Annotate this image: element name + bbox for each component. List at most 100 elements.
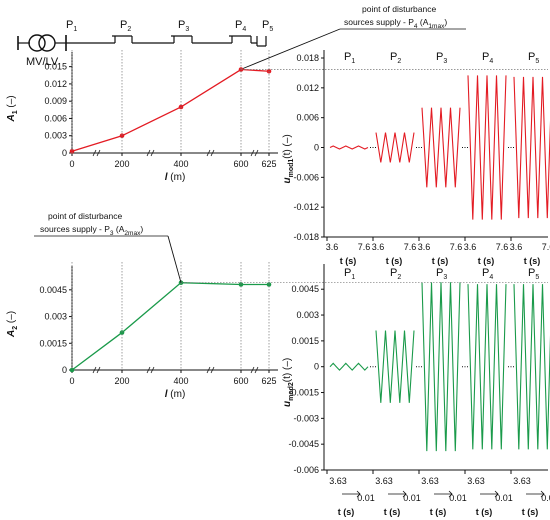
y-tick-label: 0 <box>62 365 67 375</box>
x-tick-label: 3.63 <box>421 476 439 486</box>
y-tick-label: 0.015 <box>44 62 67 72</box>
panel-label-main: P <box>528 51 535 63</box>
y-tick-label: 0.009 <box>44 96 67 106</box>
x-tick-label: 0.01 <box>403 493 421 503</box>
y-tick-label: -0.0045 <box>288 439 319 449</box>
x-tick-label: 0 <box>69 376 74 386</box>
node-label-1: P1 <box>66 19 77 33</box>
annotation-part: 3 <box>110 230 114 237</box>
axis-break <box>146 149 155 157</box>
panel-label-sub: 1 <box>351 274 355 281</box>
y-axis-label-unit: (–) <box>6 95 17 110</box>
panel-label: P2 <box>390 267 401 281</box>
y-axis-label-main: A <box>6 114 17 122</box>
panel-label-main: P <box>528 267 535 279</box>
y-axis-label: A2 (–) <box>6 311 19 338</box>
panel-label-main: P <box>436 267 443 279</box>
y-tick-label: 0.0015 <box>39 338 67 348</box>
x-tick-label: 3.6 <box>372 242 385 252</box>
panel-label: P4 <box>482 267 493 281</box>
panel-label: P3 <box>436 51 447 65</box>
chart-a1: 0 0.003 0.006 0.009 0.012 0.015 0 200 400 600 625 l… <box>6 52 278 183</box>
panel-label-main: P <box>390 51 397 63</box>
panel-label: P4 <box>482 51 493 65</box>
node-label-2: P2 <box>120 19 131 33</box>
node-label-5-sub: 5 <box>269 26 273 33</box>
node-label-4-main: P <box>235 19 242 31</box>
panel-label: P3 <box>436 267 447 281</box>
axis-break <box>206 149 215 157</box>
y-tick-label: -0.003 <box>293 413 319 423</box>
x-axis-label: t (s) <box>524 256 541 266</box>
node-label-4-sub: 4 <box>242 26 246 33</box>
y-tick-label: 0.0015 <box>291 336 319 346</box>
transformer-coil-2 <box>38 34 56 52</box>
x-axis-label: t (s) <box>384 507 401 517</box>
interval-arrow <box>342 490 361 498</box>
panel-label-sub: 2 <box>397 274 401 281</box>
annotation-top-line1: point of disturbance <box>362 4 436 14</box>
node-label-2-main: P <box>120 19 127 31</box>
interval-arrow <box>526 490 545 498</box>
axis-break <box>250 366 259 374</box>
y-axis-label-main: u <box>282 177 293 183</box>
annotation-bottom-line1: point of disturbance <box>48 211 122 221</box>
guide-lines <box>71 50 548 370</box>
annotation-part: 4 <box>414 23 418 30</box>
x-axis-label: t (s) <box>522 507 539 517</box>
y-tick-label: 0.012 <box>44 79 67 89</box>
y-tick-label: 0 <box>62 148 67 158</box>
x-axis-label-unit: (m) <box>168 389 186 400</box>
node-label-3-sub: 3 <box>185 26 189 33</box>
x-tick-label: 200 <box>114 159 129 169</box>
x-tick-label: 3.63 <box>467 476 485 486</box>
x-tick-label: 3.63 <box>375 476 393 486</box>
x-tick-label: 3.63 <box>513 476 531 486</box>
annotation-top-leader <box>242 28 341 69</box>
y-tick-label: -0.006 <box>293 172 319 182</box>
data-point <box>69 148 75 154</box>
x-tick-label: 7.6 <box>542 242 550 252</box>
y-tick-label: 0.018 <box>296 53 319 63</box>
y-tick-label: 0.0045 <box>39 285 67 295</box>
panel-label-main: P <box>482 51 489 63</box>
panel-label-main: P <box>482 267 489 279</box>
series-line <box>71 282 269 371</box>
annotation-part: ) <box>444 17 447 27</box>
x-tick-label: 7.6 <box>450 242 463 252</box>
annotation-part: 1max <box>428 23 445 30</box>
transformer-label: MV/LV <box>26 56 59 68</box>
panel-label-sub: 5 <box>535 58 539 65</box>
node-label-2-sub: 2 <box>127 26 131 33</box>
x-tick-label: 600 <box>233 159 248 169</box>
y-axis-label-unit: (–) <box>6 311 17 326</box>
panel-label-sub: 4 <box>489 274 493 281</box>
annotation-bottom-leader <box>167 235 182 283</box>
axis-break <box>206 366 215 374</box>
y-axis-label-sub: 2 <box>12 326 19 330</box>
panel-label-sub: 5 <box>535 274 539 281</box>
x-axis-label: t (s) <box>478 256 495 266</box>
y-axis-label-unit: (t) (–) <box>282 358 293 382</box>
x-tick-label: 3.6 <box>418 242 431 252</box>
waveform-p2 <box>375 132 415 163</box>
x-axis-label: l (m) <box>165 172 186 183</box>
y-axis-label-sub: mod2 <box>288 382 295 401</box>
panel-label-sub: 3 <box>443 274 447 281</box>
annotation-part: 2max <box>124 230 141 237</box>
x-tick-label: 7.6 <box>358 242 371 252</box>
waveform-p4 <box>467 284 507 450</box>
panel-label-main: P <box>436 51 443 63</box>
annotation-bottom-line2: sources supply - P3 (A2max) <box>40 224 143 237</box>
node-label-5: P5 <box>262 19 273 33</box>
y-tick-label: -0.012 <box>293 202 319 212</box>
panel-label: P5 <box>528 51 539 65</box>
y-tick-label: 0.012 <box>296 83 319 93</box>
x-tick-label: 400 <box>173 376 188 386</box>
node-label-1-main: P <box>66 19 73 31</box>
chart-umod2: 0.0045 0.003 0.0015 0 -0.0015 -0.003 -0.0045 -0… <box>282 264 550 517</box>
node-label-1-sub: 1 <box>73 26 77 33</box>
y-axis-label: umod1(t) (–) <box>282 134 295 183</box>
panel-label: P5 <box>528 267 539 281</box>
